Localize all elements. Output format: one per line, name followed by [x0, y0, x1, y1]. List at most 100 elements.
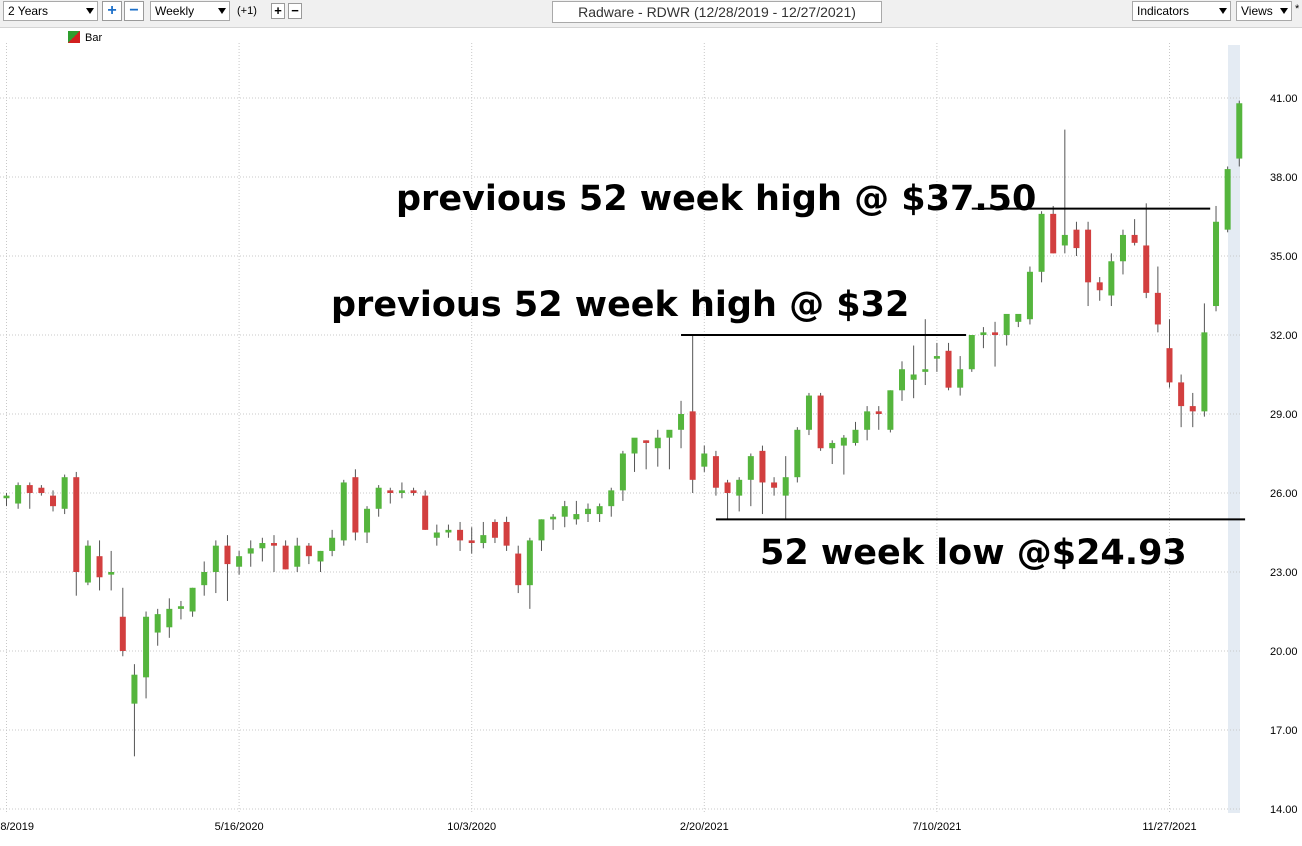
- annotation-high-32: previous 52 week high @ $32: [331, 285, 909, 325]
- y-tick-label: 41.00: [1270, 93, 1298, 105]
- candle-up: [189, 587, 196, 612]
- candle-down: [759, 450, 766, 483]
- candle-up: [573, 514, 580, 520]
- candle-up: [1026, 271, 1033, 320]
- candle-up: [445, 529, 452, 533]
- candle-up: [480, 535, 487, 544]
- candle-up: [782, 477, 789, 496]
- interval-select[interactable]: Weekly: [150, 1, 230, 21]
- y-tick-label: 17.00: [1270, 725, 1298, 737]
- candle-up: [236, 556, 243, 567]
- y-tick-label: 26.00: [1270, 488, 1298, 500]
- candle-up: [910, 374, 917, 380]
- candle-down: [1189, 406, 1196, 412]
- candle-down: [1085, 229, 1092, 283]
- candle-down: [422, 495, 429, 530]
- candle-down: [503, 521, 510, 546]
- candle-up: [340, 482, 347, 541]
- candle-up: [561, 506, 568, 517]
- candle-up: [678, 413, 685, 430]
- candle-down: [468, 540, 475, 544]
- candle-down: [96, 556, 103, 578]
- candle-down: [1131, 234, 1138, 243]
- candle-up: [794, 429, 801, 478]
- candle-up: [15, 485, 22, 504]
- candle-down: [1178, 382, 1185, 407]
- candle-up: [1108, 261, 1115, 296]
- candle-up: [619, 453, 626, 491]
- candle-down: [305, 545, 312, 557]
- candle-up: [701, 453, 708, 467]
- bar-legend-swatch: [68, 31, 80, 43]
- candle-up: [933, 356, 940, 359]
- period-select[interactable]: 2 Years: [3, 1, 98, 21]
- candle-up: [1015, 313, 1022, 322]
- increment-minus-button[interactable]: −: [288, 3, 302, 19]
- x-tick-label: 7/10/2021: [912, 821, 961, 833]
- candle-up: [166, 608, 173, 628]
- candle-down: [1050, 213, 1057, 254]
- candle-up: [1061, 234, 1068, 246]
- candle-up: [1224, 169, 1231, 230]
- candle-up: [654, 437, 661, 449]
- candle-down: [992, 332, 999, 335]
- candle-down: [1154, 292, 1161, 325]
- candle-up: [1003, 313, 1010, 335]
- x-tick-label: 10/3/2020: [447, 821, 496, 833]
- increment-label: (+1): [237, 5, 257, 17]
- candle-up: [1213, 221, 1220, 307]
- candle-up: [108, 571, 115, 575]
- candle-down: [457, 529, 464, 541]
- candle-up: [899, 369, 906, 391]
- interval-value: Weekly: [155, 4, 195, 18]
- candle-down: [26, 485, 33, 493]
- candles: [3, 100, 1243, 757]
- x-tick-label: 5/16/2020: [215, 821, 264, 833]
- candle-down: [224, 545, 231, 565]
- zoom-out-button[interactable]: −: [124, 1, 144, 21]
- candle-down: [491, 521, 498, 538]
- candle-up: [968, 334, 975, 370]
- candle-up: [177, 606, 184, 609]
- candle-down: [387, 490, 394, 493]
- views-label: Views: [1241, 4, 1273, 18]
- candle-down: [712, 456, 719, 488]
- candle-up: [201, 571, 208, 586]
- candle-down: [1073, 229, 1080, 249]
- chevron-down-icon: [218, 8, 226, 14]
- candle-up: [980, 332, 987, 335]
- candle-up: [864, 411, 871, 430]
- candle-down: [1143, 245, 1150, 293]
- candle-up: [736, 479, 743, 496]
- candle-down: [945, 350, 952, 388]
- candle-up: [840, 437, 847, 446]
- views-select[interactable]: Views: [1236, 1, 1292, 21]
- y-tick-label: 35.00: [1270, 251, 1298, 263]
- indicators-select[interactable]: Indicators: [1132, 1, 1231, 21]
- candle-up: [84, 545, 91, 583]
- candle-up: [154, 614, 161, 633]
- y-tick-label: 38.00: [1270, 172, 1298, 184]
- candle-down: [282, 545, 289, 570]
- candle-up: [1119, 234, 1126, 262]
- annotation-lines: [681, 207, 1246, 521]
- y-tick-label: 23.00: [1270, 567, 1298, 579]
- legend-label: Bar: [85, 32, 103, 44]
- y-tick-label: 32.00: [1270, 330, 1298, 342]
- candle-down: [1096, 282, 1103, 291]
- candle-down: [119, 616, 126, 651]
- annotation-low: 52 week low @$24.93: [760, 533, 1187, 573]
- chart-legend: Bar: [68, 31, 102, 44]
- candle-up: [212, 545, 219, 572]
- candle-up: [922, 369, 929, 372]
- candle-up: [364, 508, 371, 533]
- candle-up: [1201, 332, 1208, 412]
- candle-up: [666, 429, 673, 438]
- y-tick-label: 29.00: [1270, 409, 1298, 421]
- candle-down: [73, 477, 80, 572]
- candle-down: [515, 553, 522, 586]
- candle-up: [1038, 213, 1045, 272]
- increment-plus-button[interactable]: +: [271, 3, 285, 19]
- zoom-in-button[interactable]: +: [102, 1, 122, 21]
- candle-down: [352, 477, 359, 533]
